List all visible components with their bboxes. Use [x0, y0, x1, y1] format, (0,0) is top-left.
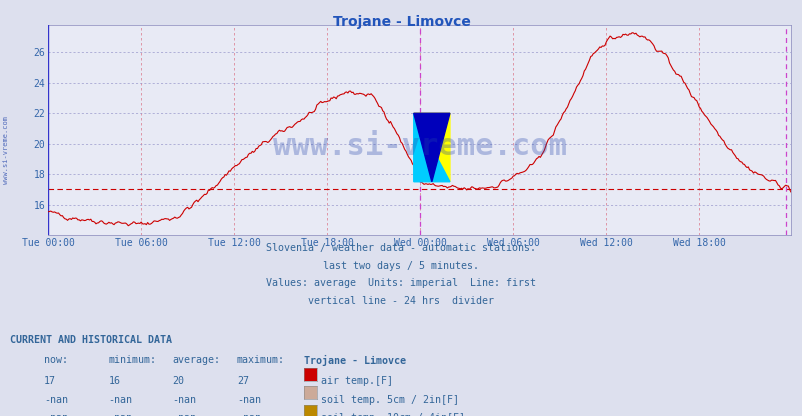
- Text: CURRENT AND HISTORICAL DATA: CURRENT AND HISTORICAL DATA: [10, 335, 172, 345]
- Text: www.si-vreme.com: www.si-vreme.com: [272, 132, 566, 161]
- Text: air temp.[F]: air temp.[F]: [321, 376, 393, 386]
- Text: 17: 17: [44, 376, 56, 386]
- Text: -nan: -nan: [108, 413, 132, 416]
- Text: Values: average  Units: imperial  Line: first: Values: average Units: imperial Line: fi…: [266, 278, 536, 288]
- Text: vertical line - 24 hrs  divider: vertical line - 24 hrs divider: [308, 296, 494, 306]
- Polygon shape: [413, 113, 449, 182]
- Text: Slovenia / weather data - automatic stations.: Slovenia / weather data - automatic stat…: [266, 243, 536, 253]
- Text: 16: 16: [108, 376, 120, 386]
- Text: -nan: -nan: [237, 413, 261, 416]
- Text: minimum:: minimum:: [108, 355, 156, 365]
- Text: Trojane - Limovce: Trojane - Limovce: [303, 355, 405, 366]
- Text: -nan: -nan: [172, 395, 196, 405]
- Text: Trojane - Limovce: Trojane - Limovce: [332, 15, 470, 29]
- Text: 20: 20: [172, 376, 184, 386]
- Text: soil temp. 10cm / 4in[F]: soil temp. 10cm / 4in[F]: [321, 413, 464, 416]
- Text: now:: now:: [44, 355, 68, 365]
- Text: www.si-vreme.com: www.si-vreme.com: [3, 116, 10, 184]
- Polygon shape: [413, 113, 449, 182]
- Text: -nan: -nan: [237, 395, 261, 405]
- Text: -nan: -nan: [44, 413, 68, 416]
- Text: -nan: -nan: [108, 395, 132, 405]
- Text: soil temp. 5cm / 2in[F]: soil temp. 5cm / 2in[F]: [321, 395, 459, 405]
- Polygon shape: [413, 113, 449, 182]
- Text: 27: 27: [237, 376, 249, 386]
- Text: average:: average:: [172, 355, 221, 365]
- Text: last two days / 5 minutes.: last two days / 5 minutes.: [323, 261, 479, 271]
- Text: -nan: -nan: [172, 413, 196, 416]
- Text: maximum:: maximum:: [237, 355, 285, 365]
- Text: -nan: -nan: [44, 395, 68, 405]
